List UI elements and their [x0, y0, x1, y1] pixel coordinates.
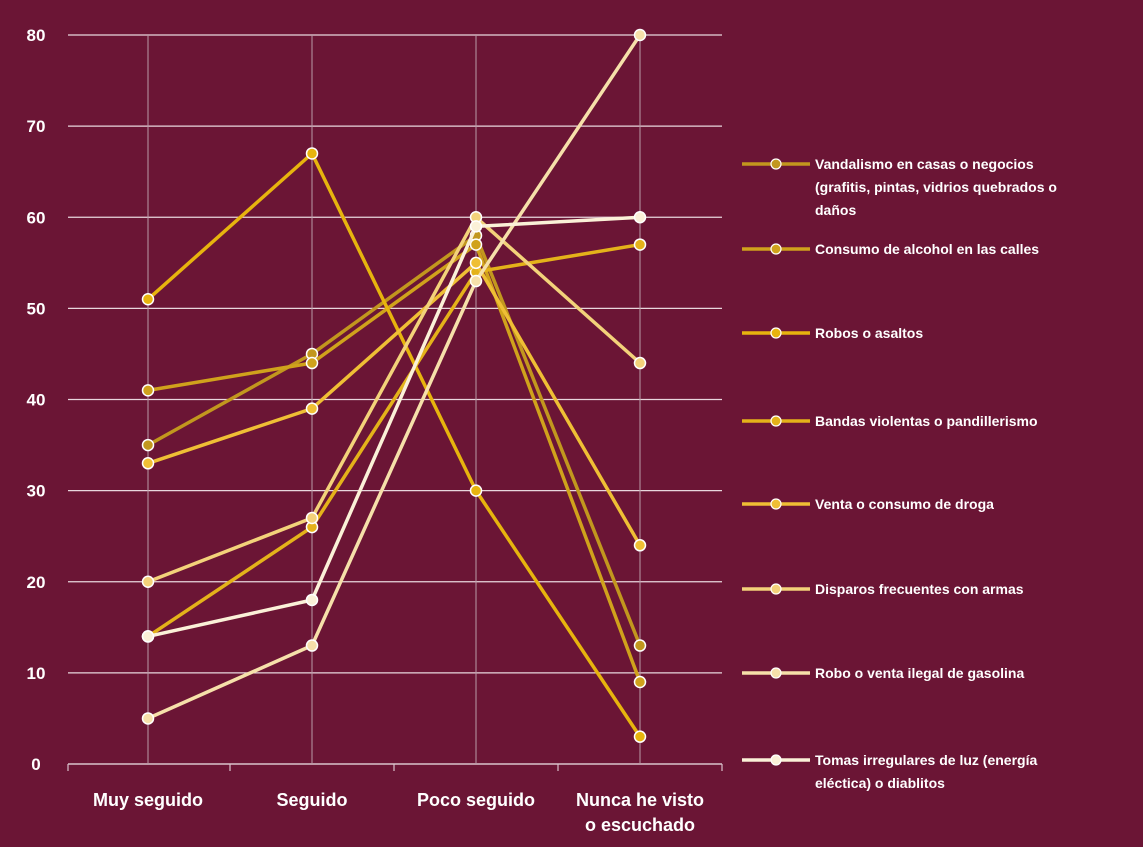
- legend-swatch-marker: [770, 158, 782, 170]
- data-point: [633, 211, 647, 224]
- data-point: [141, 384, 155, 397]
- legend-entry-label: Tomas irregulares de luz (energía: [815, 752, 1037, 768]
- data-point: [141, 438, 155, 452]
- data-point: [633, 238, 647, 251]
- legend-swatch-marker: [770, 667, 782, 679]
- data-point: [305, 511, 319, 525]
- legend-entry-label: daños: [815, 202, 856, 218]
- data-point: [633, 639, 647, 652]
- x-tick-label: Poco seguido: [417, 790, 535, 810]
- y-tick-label: 50: [27, 299, 46, 318]
- data-point: [305, 356, 319, 370]
- data-point: [141, 712, 155, 725]
- legend-swatch-marker: [770, 754, 782, 766]
- x-tick-label: o escuchado: [585, 815, 695, 835]
- data-point: [633, 28, 647, 42]
- data-point: [633, 356, 647, 370]
- data-point: [469, 220, 483, 233]
- x-tick-label: Nunca he visto: [576, 790, 704, 810]
- legend-swatch-marker: [770, 498, 782, 510]
- data-point: [141, 630, 155, 643]
- y-tick-label: 0: [31, 755, 40, 774]
- series-line: [147, 215, 641, 639]
- y-tick-label: 70: [27, 117, 46, 136]
- y-tick-label: 40: [27, 391, 46, 410]
- data-point: [305, 402, 319, 415]
- series-line: [147, 215, 642, 584]
- legend-entry-label: Bandas violentas o pandillerismo: [815, 413, 1038, 429]
- series-line: [147, 34, 642, 720]
- data-point: [305, 639, 319, 652]
- y-tick-label: 30: [27, 482, 46, 501]
- legend-entry-label: Robo o venta ilegal de gasolina: [815, 665, 1024, 681]
- y-tick-label: 80: [27, 26, 46, 45]
- series-line: [147, 261, 642, 547]
- legend-entry-label: (grafitis, pintas, vidrios quebrados o: [815, 179, 1057, 195]
- legend-swatch-marker: [770, 415, 782, 427]
- y-tick-label: 10: [27, 664, 46, 683]
- legend-entry-label: Venta o consumo de droga: [815, 496, 994, 512]
- legend-entry-label: Disparos frecuentes con armas: [815, 581, 1024, 597]
- data-point: [305, 147, 319, 160]
- legend-entry-label: Robos o asaltos: [815, 325, 923, 341]
- y-tick-label: 60: [27, 208, 46, 227]
- data-point: [469, 256, 483, 270]
- data-point: [141, 457, 155, 470]
- legend-swatch-marker: [770, 327, 782, 339]
- legend-entry-label: Vandalismo en casas o negocios: [815, 156, 1034, 172]
- series-line: [147, 242, 641, 638]
- data-point: [633, 675, 647, 689]
- data-point: [305, 593, 319, 607]
- data-point: [633, 539, 647, 552]
- data-point: [469, 484, 483, 497]
- legend-swatch-marker: [770, 243, 782, 255]
- data-point: [141, 575, 155, 588]
- legend-entry-label: eléctica) o diablitos: [815, 775, 945, 791]
- series-line: [147, 242, 642, 683]
- series-line: [146, 151, 642, 738]
- data-point: [469, 274, 483, 288]
- y-tick-label: 20: [27, 573, 46, 592]
- data-point: [633, 730, 647, 743]
- legend-entry-label: Consumo de alcohol en las calles: [815, 241, 1039, 257]
- x-tick-label: Seguido: [277, 790, 348, 810]
- data-point: [141, 293, 155, 306]
- series-line: [147, 233, 642, 647]
- data-point: [469, 238, 483, 251]
- legend-swatch-marker: [770, 583, 782, 595]
- x-tick-label: Muy seguido: [93, 790, 203, 810]
